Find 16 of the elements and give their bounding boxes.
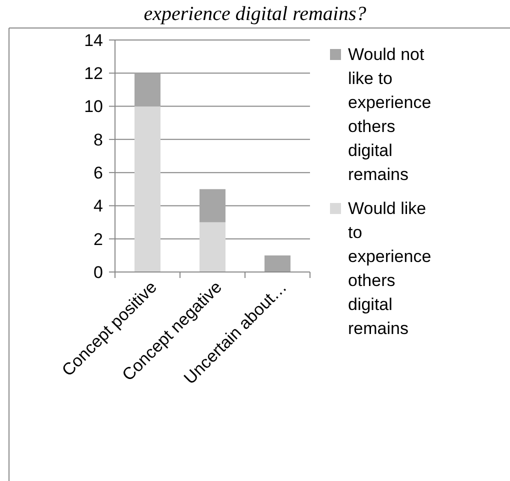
bar <box>200 189 226 222</box>
y-tick-label: 12 <box>84 64 103 84</box>
y-tick-label: 0 <box>94 262 103 282</box>
y-tick-label: 10 <box>84 97 103 116</box>
y-tick-label: 4 <box>94 196 103 216</box>
bar <box>264 255 290 272</box>
bar <box>200 222 226 272</box>
legend-label: Would not like to experience others digital remains <box>348 45 432 184</box>
y-tick-label: 8 <box>94 130 103 150</box>
legend-label: Would like to experience others digital remains <box>348 199 432 338</box>
y-tick-label: 2 <box>94 230 103 249</box>
y-tick-label: 6 <box>94 164 103 183</box>
chart-title: experience digital remains? <box>144 3 366 25</box>
bar <box>134 73 160 106</box>
bar <box>134 106 160 272</box>
y-tick-label: 14 <box>84 30 103 50</box>
